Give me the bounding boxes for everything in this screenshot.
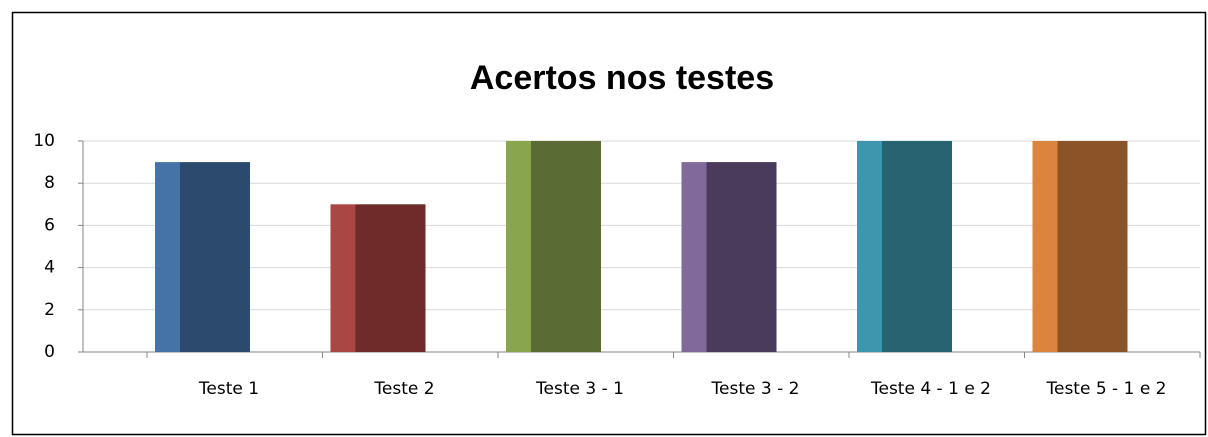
x-tick-label: Teste 3 - 1 — [535, 379, 624, 399]
bar-side — [155, 162, 180, 352]
y-tick-label: 8 — [44, 173, 55, 193]
y-tick-label: 6 — [44, 215, 55, 235]
bar-side — [506, 141, 531, 352]
bar — [706, 162, 777, 352]
bar-side — [330, 204, 356, 352]
bar — [882, 141, 952, 352]
bar — [180, 162, 250, 352]
bar — [1057, 141, 1128, 352]
y-tick-label: 0 — [44, 342, 55, 362]
chart-title: Acertos nos testes — [470, 59, 774, 97]
x-tick-label: Teste 3 - 2 — [711, 379, 800, 399]
bar — [355, 204, 426, 352]
bar-side — [1032, 141, 1058, 352]
x-tick-label: Teste 2 — [373, 379, 434, 399]
y-tick-label: 10 — [33, 131, 55, 151]
bar-side — [681, 162, 707, 352]
x-tick-label: Teste 5 - 1 e 2 — [1046, 379, 1167, 399]
x-tick-label: Teste 1 — [198, 379, 259, 399]
bar — [531, 141, 601, 352]
x-tick-label: Teste 4 - 1 e 2 — [870, 379, 991, 399]
y-tick-label: 4 — [44, 258, 55, 278]
bar-side — [857, 141, 882, 352]
y-tick-label: 2 — [44, 300, 55, 320]
